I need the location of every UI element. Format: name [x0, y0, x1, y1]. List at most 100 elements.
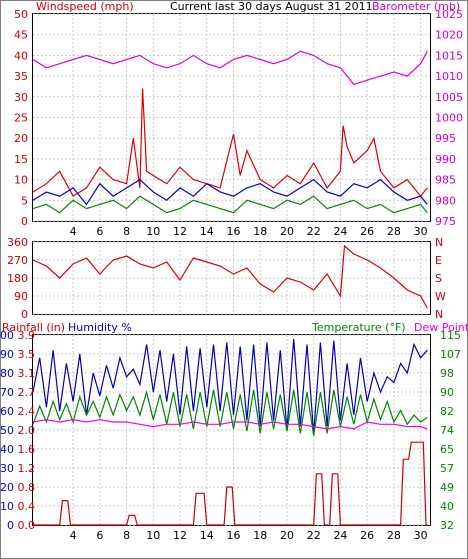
barometer-tick-label: 1020 — [435, 29, 463, 42]
humidity-tick-label: 50 — [0, 424, 14, 437]
x-tick-label: 30 — [414, 529, 428, 542]
x-tick-label: 6 — [96, 225, 103, 238]
temperature-tick-label: 32 — [440, 519, 454, 532]
x-tick-label: 20 — [280, 225, 294, 238]
humidity-tick-label: 10 — [0, 500, 14, 513]
compass-tick-label: S — [435, 272, 442, 285]
temperature-tick-label: 40 — [440, 500, 454, 513]
windspeed-tick-label: 45 — [14, 29, 28, 42]
barometer-tick-label: 1005 — [435, 91, 463, 104]
x-tick-label: 22 — [307, 529, 321, 542]
compass-tick-label: E — [435, 254, 442, 267]
direction-tick-label: 270 — [7, 254, 28, 267]
barometer-tick-label: 990 — [435, 153, 456, 166]
temperature-tick-label: 82 — [440, 405, 454, 418]
rainfall-tick-label: 3.9 — [18, 329, 36, 342]
x-tick-label: 28 — [387, 225, 401, 238]
x-tick-label: 20 — [280, 529, 294, 542]
x-tick-label: 16 — [227, 225, 241, 238]
direction-tick-label: 0 — [21, 308, 28, 321]
windspeed-tick-label: 50 — [14, 8, 28, 21]
rainfall-tick-label: 3.1 — [18, 367, 36, 380]
compass-tick-label: W — [435, 290, 446, 303]
series-layer — [32, 50, 428, 526]
direction-tick-label: 90 — [14, 290, 28, 303]
rainfall-tick-label: 0.0 — [18, 519, 36, 532]
humidity-tick-label: 70 — [0, 386, 14, 399]
direction-tick-label: 180 — [7, 272, 28, 285]
rainfall-tick-label: 1.6 — [18, 443, 36, 456]
windspeed-tick-label: 0 — [21, 215, 28, 228]
wind-average-line — [32, 195, 428, 214]
humidity-tick-label: 20 — [0, 481, 14, 494]
x-tick-label: 8 — [123, 529, 130, 542]
rainfall-tick-label: 3.5 — [18, 348, 36, 361]
temperature-axis-label: Temperature (°F) — [311, 321, 406, 334]
humidity-tick-label: 40 — [0, 443, 14, 456]
climate-panel-frame — [32, 334, 431, 526]
x-tick-label: 14 — [200, 529, 214, 542]
windspeed-tick-label: 40 — [14, 49, 28, 62]
rainfall-tick-label: 2.4 — [18, 405, 36, 418]
rainfall-tick-label: 1.2 — [18, 462, 36, 475]
temperature-tick-label: 49 — [440, 481, 454, 494]
compass-tick-label: N — [435, 308, 443, 321]
x-tick-label: 24 — [333, 529, 347, 542]
windspeed-axis-label: Windspeed (mph) — [36, 0, 134, 13]
compass-tick-label: N — [435, 236, 443, 249]
x-tick-label: 22 — [307, 225, 321, 238]
direction-tick-label: 360 — [7, 236, 28, 249]
rainfall-tick-label: 0.4 — [18, 500, 36, 513]
barometer-axis-label: Barometer (mb) — [372, 0, 460, 13]
temperature-tick-label: 115 — [440, 329, 461, 342]
x-tick-label: 30 — [414, 225, 428, 238]
x-tick-label: 16 — [227, 529, 241, 542]
rainfall-line — [33, 441, 428, 526]
wind-gust-line — [32, 88, 428, 198]
x-tick-label: 12 — [173, 225, 187, 238]
windspeed-tick-label: 25 — [14, 112, 28, 125]
rainfall-tick-label: 0.8 — [18, 481, 36, 494]
temperature-tick-label: 57 — [440, 462, 454, 475]
windspeed-tick-label: 5 — [21, 194, 28, 207]
x-tick-label: 14 — [200, 225, 214, 238]
dewpoint-line — [32, 419, 428, 430]
humidity-tick-label: 80 — [0, 367, 14, 380]
x-tick-label: 18 — [253, 529, 267, 542]
windspeed-tick-label: 15 — [14, 153, 28, 166]
x-tick-label: 4 — [70, 529, 77, 542]
barometer-tick-label: 1025 — [435, 8, 463, 21]
direction-panel-frame — [32, 241, 431, 315]
x-tick-label: 6 — [96, 529, 103, 542]
temperature-tick-label: 74 — [440, 424, 454, 437]
windspeed-tick-label: 30 — [14, 91, 28, 104]
barometer-tick-label: 1015 — [435, 49, 463, 62]
barometer-tick-label: 1000 — [435, 112, 463, 125]
barometer-tick-label: 1010 — [435, 70, 463, 83]
temperature-tick-label: 65 — [440, 443, 454, 456]
rainfall-tick-label: 2.7 — [18, 386, 36, 399]
grid-layer — [33, 13, 430, 526]
humidity-tick-label: 30 — [0, 462, 14, 475]
humidity-line — [32, 338, 428, 434]
barometer-tick-label: 980 — [435, 194, 456, 207]
barometer-tick-label: 995 — [435, 132, 456, 145]
x-tick-label: 26 — [360, 529, 374, 542]
rainfall-tick-label: 2.0 — [18, 424, 36, 437]
rainfall-axis-label: Rainfall (in) — [2, 321, 65, 334]
windspeed-tick-label: 35 — [14, 70, 28, 83]
humidity-axis-label: Humidity % — [68, 321, 132, 334]
label-layer: 4 6 8 10 12 14 16 18 20 22 24 26 28 30 4 6 8 10 12 14 16 18 20… — [0, 8, 463, 542]
wind-panel-frame — [32, 13, 431, 222]
temperature-line — [32, 389, 428, 436]
x-tick-label: 28 — [387, 529, 401, 542]
chart-title: Current last 30 days August 31 2011 — [170, 0, 373, 13]
windspeed-tick-label: 10 — [14, 174, 28, 187]
x-tick-label: 10 — [146, 529, 160, 542]
humidity-tick-label: 90 — [0, 348, 14, 361]
barometer-tick-label: 985 — [435, 174, 456, 187]
temperature-tick-label: 98 — [440, 367, 454, 380]
x-tick-label: 8 — [123, 225, 130, 238]
